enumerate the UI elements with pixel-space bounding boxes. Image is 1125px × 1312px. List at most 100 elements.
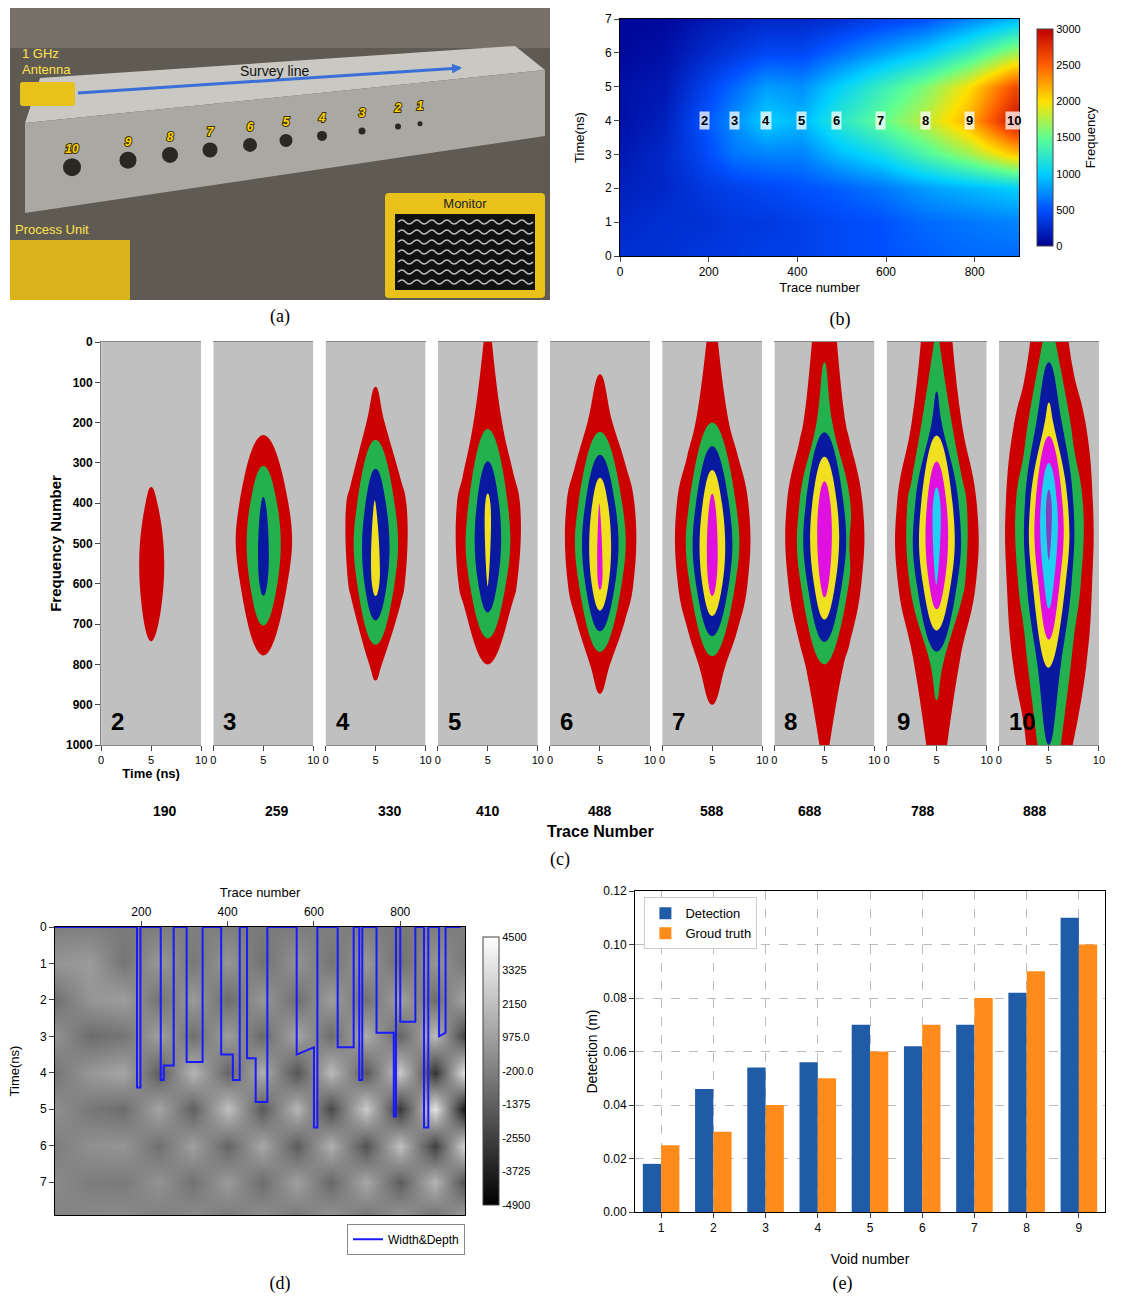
svg-text:0: 0 bbox=[86, 335, 93, 349]
svg-text:5: 5 bbox=[597, 754, 603, 766]
svg-text:600: 600 bbox=[876, 265, 896, 279]
svg-text:6: 6 bbox=[833, 113, 840, 128]
svg-text:200: 200 bbox=[73, 416, 93, 430]
svg-text:1000: 1000 bbox=[66, 738, 93, 752]
svg-text:330: 330 bbox=[378, 803, 402, 819]
svg-text:0: 0 bbox=[547, 754, 553, 766]
svg-text:0: 0 bbox=[659, 754, 665, 766]
svg-text:2500: 2500 bbox=[1056, 59, 1080, 71]
svg-text:5: 5 bbox=[283, 115, 290, 129]
svg-text:5: 5 bbox=[798, 113, 805, 128]
svg-text:7: 7 bbox=[672, 708, 685, 735]
svg-text:2: 2 bbox=[394, 101, 402, 115]
svg-text:5: 5 bbox=[40, 1102, 47, 1116]
svg-text:400: 400 bbox=[218, 905, 238, 919]
svg-text:10: 10 bbox=[419, 754, 431, 766]
svg-text:0: 0 bbox=[435, 754, 441, 766]
svg-text:800: 800 bbox=[73, 658, 93, 672]
svg-text:-200.0: -200.0 bbox=[502, 1065, 533, 1077]
svg-text:5: 5 bbox=[260, 754, 266, 766]
svg-text:-3725: -3725 bbox=[502, 1165, 530, 1177]
svg-text:975.0: 975.0 bbox=[502, 1031, 530, 1043]
svg-text:7: 7 bbox=[40, 1175, 47, 1189]
svg-text:5: 5 bbox=[605, 80, 612, 94]
svg-text:100: 100 bbox=[73, 376, 93, 390]
svg-text:0: 0 bbox=[210, 754, 216, 766]
svg-text:Time(ns): Time(ns) bbox=[572, 112, 587, 163]
svg-text:2: 2 bbox=[40, 993, 47, 1007]
svg-text:7: 7 bbox=[605, 12, 612, 26]
svg-text:500: 500 bbox=[73, 537, 93, 551]
svg-text:9: 9 bbox=[966, 113, 973, 128]
svg-text:600: 600 bbox=[304, 905, 324, 919]
svg-text:10: 10 bbox=[532, 754, 544, 766]
svg-text:259: 259 bbox=[265, 803, 289, 819]
svg-text:0: 0 bbox=[996, 754, 1002, 766]
svg-text:9: 9 bbox=[897, 708, 910, 735]
svg-text:2: 2 bbox=[701, 113, 708, 128]
svg-text:10: 10 bbox=[65, 142, 79, 156]
svg-text:788: 788 bbox=[911, 803, 935, 819]
svg-text:8: 8 bbox=[922, 113, 929, 128]
svg-text:Trace number: Trace number bbox=[779, 280, 860, 295]
svg-text:-2550: -2550 bbox=[502, 1132, 530, 1144]
svg-text:10: 10 bbox=[1093, 754, 1105, 766]
svg-text:4: 4 bbox=[318, 111, 326, 125]
svg-text:688: 688 bbox=[798, 803, 822, 819]
svg-text:Void number: Void number bbox=[831, 1251, 910, 1267]
svg-text:0: 0 bbox=[605, 249, 612, 263]
svg-text:0.06: 0.06 bbox=[603, 1045, 627, 1059]
svg-text:10: 10 bbox=[1009, 708, 1036, 735]
svg-text:588: 588 bbox=[700, 803, 724, 819]
svg-text:800: 800 bbox=[965, 265, 985, 279]
svg-text:Frequency: Frequency bbox=[1083, 106, 1098, 168]
svg-text:Time(ns): Time(ns) bbox=[7, 1046, 22, 1097]
svg-text:8: 8 bbox=[1023, 1221, 1030, 1235]
svg-text:5: 5 bbox=[485, 754, 491, 766]
svg-text:4: 4 bbox=[814, 1221, 821, 1235]
svg-text:4: 4 bbox=[40, 1066, 47, 1080]
svg-text:5: 5 bbox=[709, 754, 715, 766]
svg-text:Groud truth: Groud truth bbox=[685, 926, 751, 941]
svg-text:0: 0 bbox=[40, 920, 47, 934]
svg-text:3: 3 bbox=[731, 113, 738, 128]
svg-text:0: 0 bbox=[617, 265, 624, 279]
svg-text:5: 5 bbox=[821, 754, 827, 766]
svg-text:800: 800 bbox=[390, 905, 410, 919]
svg-text:9: 9 bbox=[125, 135, 132, 149]
svg-text:10: 10 bbox=[756, 754, 768, 766]
svg-text:2: 2 bbox=[111, 708, 124, 735]
svg-text:3: 3 bbox=[762, 1221, 769, 1235]
svg-text:0.02: 0.02 bbox=[603, 1152, 627, 1166]
svg-text:700: 700 bbox=[73, 617, 93, 631]
svg-text:10: 10 bbox=[644, 754, 656, 766]
svg-text:3: 3 bbox=[359, 106, 366, 120]
svg-text:Frequency Number: Frequency Number bbox=[47, 475, 64, 612]
svg-text:0: 0 bbox=[322, 754, 328, 766]
svg-text:4: 4 bbox=[605, 114, 612, 128]
svg-text:7: 7 bbox=[971, 1221, 978, 1235]
svg-text:Trace number: Trace number bbox=[220, 885, 301, 900]
svg-text:10: 10 bbox=[195, 754, 207, 766]
svg-text:2: 2 bbox=[605, 181, 612, 195]
svg-text:4: 4 bbox=[336, 708, 350, 735]
svg-text:5: 5 bbox=[372, 754, 378, 766]
svg-text:6: 6 bbox=[247, 120, 254, 134]
svg-text:2: 2 bbox=[710, 1221, 717, 1235]
svg-text:4: 4 bbox=[762, 113, 770, 128]
svg-text:1 GHz: 1 GHz bbox=[22, 46, 59, 61]
svg-text:488: 488 bbox=[588, 803, 612, 819]
svg-text:3: 3 bbox=[605, 148, 612, 162]
svg-text:6: 6 bbox=[560, 708, 573, 735]
svg-text:7: 7 bbox=[207, 125, 215, 139]
svg-text:1000: 1000 bbox=[1056, 168, 1080, 180]
svg-text:-4900: -4900 bbox=[502, 1199, 530, 1211]
svg-text:Width&Depth: Width&Depth bbox=[388, 1233, 459, 1247]
svg-text:2000: 2000 bbox=[1056, 95, 1080, 107]
svg-text:400: 400 bbox=[73, 496, 93, 510]
svg-text:5: 5 bbox=[448, 708, 461, 735]
svg-text:9: 9 bbox=[1076, 1221, 1083, 1235]
svg-text:Survey line: Survey line bbox=[240, 63, 309, 79]
svg-text:6: 6 bbox=[919, 1221, 926, 1235]
svg-text:Time (ns): Time (ns) bbox=[122, 766, 180, 781]
